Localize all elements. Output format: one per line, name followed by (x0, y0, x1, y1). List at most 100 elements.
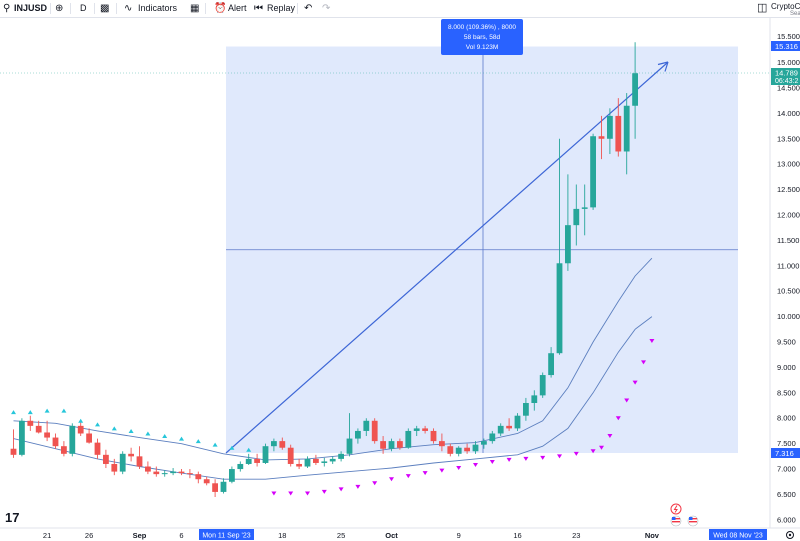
undo-icon[interactable]: ↶ (304, 3, 313, 14)
candle-body (481, 441, 487, 445)
measure-end-date-badge (709, 529, 767, 540)
replay-icon[interactable]: ⏮ (254, 3, 263, 14)
alert-clock-icon[interactable]: ⏰ (214, 3, 227, 14)
settings-gear-icon[interactable] (786, 531, 794, 539)
sar-up-marker (44, 408, 50, 413)
candle-body (195, 474, 202, 480)
candle-body (203, 479, 210, 484)
time-tick-label: Sep (133, 531, 147, 540)
sar-up-marker (145, 431, 151, 436)
candle-body (136, 456, 143, 467)
current-price-badge (771, 68, 800, 85)
candle-body (430, 430, 437, 442)
candle-body (279, 441, 286, 448)
candle-body (44, 432, 50, 438)
sar-down-marker (271, 491, 277, 496)
tradingview-logo-icon[interactable]: 17 (5, 510, 19, 525)
candle-body (506, 425, 512, 429)
measure-tooltip: 8.000 (109.36%) , 8000 58 bars, 58d Vol … (441, 19, 523, 55)
candle-body (531, 395, 538, 404)
price-tick-label: 8.500 (777, 388, 796, 397)
price-tick-label: 13.500 (777, 134, 800, 143)
time-axis[interactable]: 21 26 Sep 6 18 25 Oct 9 16 23 Nov (0, 527, 800, 540)
sar-down-marker (607, 434, 613, 439)
sar-up-marker (61, 408, 67, 413)
time-tick-label: 23 (572, 531, 580, 540)
candle-body (346, 438, 353, 454)
price-tick-label: 9.500 (777, 338, 796, 347)
sar-down-marker (439, 468, 445, 473)
sar-up-marker (78, 418, 84, 423)
current-price-label: 14.789 (775, 69, 798, 78)
candle-body (145, 466, 151, 472)
sar-down-marker (405, 474, 411, 479)
symbol-search-icon[interactable]: ⚲ (3, 3, 11, 14)
price-tick-label: 10.000 (777, 312, 800, 321)
us-flag-icon[interactable] (687, 515, 699, 527)
layout-grid-icon[interactable]: ▦ (190, 3, 200, 14)
sar-down-marker (422, 471, 428, 476)
price-axis[interactable]: 6.000 6.500 7.000 7.500 8.000 8.500 9.000 9.500… (769, 18, 800, 528)
symbol-name[interactable]: INJUSD (14, 3, 48, 13)
candle-body (69, 425, 76, 454)
interval-button[interactable]: D (80, 3, 87, 13)
time-tick-label: 16 (513, 531, 521, 540)
candle-body (304, 458, 311, 467)
redo-icon[interactable]: ↷ (322, 3, 331, 14)
candle-body (271, 441, 277, 447)
candle-body (413, 428, 420, 431)
sar-up-marker (128, 428, 134, 433)
time-tick-label: 6 (179, 531, 183, 540)
toolbar-divider (116, 3, 117, 14)
candle-body (27, 420, 34, 426)
measure-arrowhead (657, 61, 669, 72)
candle-body (19, 420, 25, 455)
flash-icon[interactable] (670, 503, 682, 515)
candle-body (338, 453, 344, 459)
measure-change-text: 8.000 (109.36%) , 8000 (448, 24, 516, 31)
candle-body (237, 463, 244, 470)
sar-down-marker (338, 487, 344, 492)
price-tick-label: 9.000 (777, 363, 796, 372)
candle-body (52, 437, 59, 447)
time-tick-label: 18 (278, 531, 286, 540)
candle-body (523, 403, 529, 416)
candle-body (212, 483, 218, 492)
sar-down-marker (288, 491, 294, 496)
time-tick-label: 9 (457, 531, 461, 540)
candle-body (296, 463, 302, 467)
indicators-icon[interactable]: ∿ (124, 3, 133, 14)
sar-down-marker (649, 339, 655, 344)
measure-volume-text: Vol 9.123M (466, 44, 499, 51)
candle-body (464, 447, 470, 452)
alert-button[interactable]: Alert (228, 3, 247, 13)
us-flag-icon[interactable] (670, 515, 682, 527)
bar-countdown-label: 06:43:2 (775, 78, 798, 85)
sar-down-marker (615, 416, 621, 421)
sar-up-marker (229, 445, 235, 450)
sar-down-marker (389, 477, 394, 482)
sar-up-marker (212, 442, 218, 447)
candle-body (455, 447, 462, 454)
measure-start-date-badge (199, 529, 254, 540)
candle-body (119, 453, 126, 472)
candle-body (170, 471, 176, 474)
sar-up-marker (246, 447, 252, 452)
measure-start-date: Mon 11 Sep '23 (202, 533, 250, 540)
sar-down-marker (573, 451, 579, 456)
candle-body (405, 430, 412, 448)
measure-low-badge (771, 448, 800, 458)
candle-body (161, 473, 168, 475)
candle-body (615, 115, 622, 152)
price-tick-label: 7.500 (777, 439, 796, 448)
replay-button[interactable]: Replay (267, 3, 296, 13)
plus-circle-icon[interactable]: ⊕ (55, 3, 64, 14)
time-tick-label: 26 (85, 531, 93, 540)
candle-body (598, 136, 605, 139)
indicators-button[interactable]: Indicators (138, 3, 178, 13)
sar-down-marker (456, 466, 462, 471)
candle-body (94, 442, 101, 455)
chart-type-icon[interactable]: ▩ (100, 3, 110, 14)
price-axis-top-label: 15.500 (777, 32, 800, 41)
